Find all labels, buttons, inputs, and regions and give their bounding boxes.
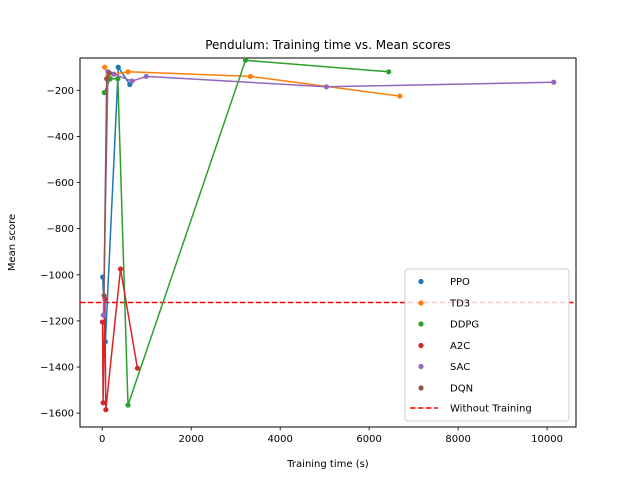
- data-point-ddpg: [115, 76, 121, 82]
- data-point-a2c: [103, 407, 109, 413]
- y-tick-label: −1000: [40, 270, 74, 281]
- x-axis: 0 2000 4000 6000 8000 10000: [99, 427, 563, 445]
- axes-frame: [79, 57, 577, 428]
- y-tick-label: −1200: [40, 316, 74, 327]
- y-axis: −1600 −1400 −1200 −1000 −800 −600 −400 −200: [40, 86, 80, 420]
- y-tick-label: −400: [47, 132, 74, 143]
- series-dqn: [101, 70, 112, 299]
- legend-label: Without Training: [450, 404, 532, 415]
- series-line-a2c: [101, 268, 139, 411]
- data-point-sac: [129, 78, 135, 84]
- data-point-dqn: [106, 70, 112, 76]
- data-point-sac: [551, 79, 557, 85]
- legend-label: TD3: [449, 299, 470, 310]
- legend-label: DQN: [450, 384, 473, 395]
- data-point-ddpg: [386, 69, 392, 75]
- legend-label: DDPG: [450, 320, 479, 331]
- legend-items: PPO TD3 DDPG A2C SAC DQN Without Training: [410, 277, 532, 415]
- series-layer: [99, 57, 557, 413]
- x-tick-label: 4000: [267, 434, 292, 445]
- data-point-td3: [247, 73, 253, 80]
- data-point-td3: [125, 69, 131, 75]
- data-point-ddpg: [107, 76, 113, 82]
- data-point-a2c: [117, 266, 124, 272]
- data-point-sac: [100, 312, 106, 318]
- legend-marker-dqn: [418, 385, 424, 391]
- x-tick-label: 10000: [531, 434, 563, 445]
- data-point-a2c: [99, 319, 106, 325]
- data-point-a2c: [134, 365, 140, 371]
- y-tick-label: −200: [47, 86, 74, 97]
- x-tick-label: 2000: [178, 434, 203, 445]
- y-tick-label: −1600: [40, 409, 74, 420]
- legend-label: PPO: [450, 277, 470, 288]
- series-ddpg: [101, 57, 392, 408]
- chart-title: Pendulum: Training time vs. Mean scores: [205, 38, 451, 52]
- legend-label: A2C: [450, 341, 470, 352]
- x-tick-label: 8000: [445, 434, 470, 445]
- legend-marker-a2c: [418, 342, 424, 349]
- x-tick-label: 6000: [356, 434, 381, 445]
- legend-box: [404, 268, 570, 422]
- legend-marker-ppo: [418, 278, 424, 285]
- y-tick-label: −800: [47, 224, 74, 235]
- legend-label: SAC: [450, 362, 470, 373]
- legend: PPO TD3 DDPG A2C SAC DQN Without Training: [404, 268, 570, 422]
- data-point-td3: [102, 64, 108, 70]
- data-point-sac: [111, 71, 117, 77]
- data-point-a2c: [100, 400, 106, 406]
- legend-marker-ddpg: [418, 321, 424, 327]
- y-tick-label: −1400: [40, 363, 74, 374]
- data-point-sac: [143, 73, 149, 80]
- y-axis-label: Mean score: [7, 214, 18, 271]
- x-tick-label: 0: [99, 434, 105, 445]
- data-point-dqn: [104, 76, 110, 82]
- legend-marker-sac: [418, 363, 424, 370]
- data-point-ddpg: [242, 57, 249, 63]
- data-point-ddpg: [101, 89, 107, 96]
- data-point-td3: [397, 93, 403, 99]
- data-point-dqn: [101, 292, 107, 299]
- data-point-ppo: [115, 64, 121, 70]
- data-point-sac: [323, 84, 330, 90]
- data-point-ddpg: [125, 402, 131, 408]
- y-tick-label: −600: [47, 178, 74, 189]
- legend-marker-td3: [418, 300, 424, 306]
- x-axis-label: Training time (s): [286, 459, 369, 470]
